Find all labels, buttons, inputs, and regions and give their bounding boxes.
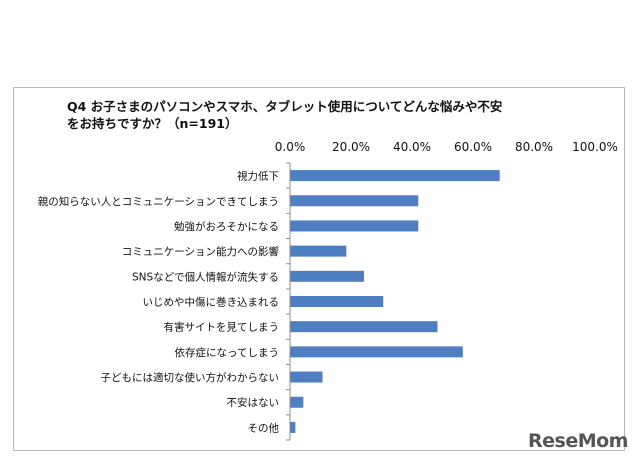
x-tick-label: 80.0% [515, 140, 553, 154]
bar [290, 296, 384, 307]
x-tick-label: 100.0% [572, 140, 618, 154]
bar [290, 245, 347, 257]
chart-frame [13, 87, 625, 451]
category-label: 不安はない [227, 396, 280, 409]
category-label: 子どもには適切な使い方がわからない [101, 371, 280, 384]
x-tick-label: 0.0% [275, 140, 306, 154]
category-label: その他 [248, 421, 280, 434]
bar [290, 371, 323, 383]
category-label: 親の知らない人とコミュニケーションできてしまう [38, 195, 279, 208]
bar [290, 321, 438, 333]
bar [290, 270, 365, 282]
category-label: いじめや中傷に巻き込まれる [143, 296, 280, 309]
bar [290, 220, 419, 232]
category-label: 勉強がおろそかになる [174, 220, 279, 233]
x-tick-label: 60.0% [454, 140, 492, 154]
category-label: 依存症になってしまう [175, 346, 279, 359]
x-tick-label: 20.0% [332, 140, 370, 154]
bar [290, 195, 419, 207]
chart-title-line-2: をお持ちですか？（n=191） [67, 116, 238, 131]
category-label: SNSなどで個人情報が流失する [132, 270, 279, 283]
resemom-logo: ReseMom [528, 430, 628, 452]
bar [290, 396, 304, 408]
bar [290, 421, 296, 433]
x-tick-label: 40.0% [393, 140, 431, 154]
chart-title-line-1: Q4 お子さまのパソコンやスマホ、タブレット使用についてどんな悩みや不安 [67, 99, 503, 114]
chart-title: Q4 お子さまのパソコンやスマホ、タブレット使用についてどんな悩みや不安 をお持… [67, 98, 587, 132]
category-label: 視力低下 [237, 170, 279, 183]
category-label: コミュニケーション能力への影響 [122, 245, 280, 258]
bar [290, 170, 500, 182]
bar [290, 346, 463, 358]
category-label: 有害サイトを見てしまう [164, 321, 280, 334]
